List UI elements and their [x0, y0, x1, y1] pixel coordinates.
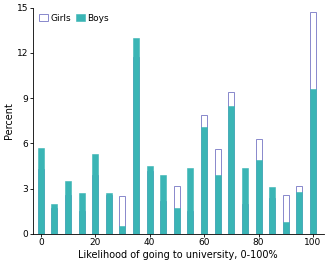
Bar [201, 127, 207, 234]
Bar [201, 115, 207, 234]
Bar [51, 204, 57, 234]
Bar [188, 168, 194, 234]
X-axis label: Likelihood of going to university, 0-100%: Likelihood of going to university, 0-100… [78, 250, 278, 260]
Bar [188, 211, 194, 234]
Bar [256, 139, 261, 234]
Bar [51, 208, 57, 234]
Y-axis label: Percent: Percent [4, 102, 14, 139]
Bar [119, 196, 125, 234]
Bar [38, 169, 44, 234]
Bar [38, 148, 44, 234]
Bar [296, 192, 302, 234]
Bar [242, 204, 248, 234]
Legend: Girls, Boys: Girls, Boys [37, 12, 111, 25]
Bar [215, 175, 221, 234]
Bar [174, 186, 180, 234]
Bar [242, 168, 248, 234]
Bar [269, 198, 275, 234]
Bar [65, 181, 71, 234]
Bar [79, 211, 85, 234]
Bar [92, 175, 98, 234]
Bar [256, 160, 261, 234]
Bar [215, 149, 221, 234]
Bar [133, 38, 139, 234]
Bar [119, 226, 125, 234]
Bar [160, 175, 166, 234]
Bar [133, 58, 139, 234]
Bar [228, 106, 234, 234]
Bar [79, 193, 85, 234]
Bar [310, 12, 316, 234]
Bar [92, 154, 98, 234]
Bar [106, 195, 112, 234]
Bar [147, 171, 153, 234]
Bar [174, 208, 180, 234]
Bar [147, 166, 153, 234]
Bar [283, 195, 289, 234]
Bar [106, 193, 112, 234]
Bar [65, 195, 71, 234]
Bar [269, 187, 275, 234]
Bar [283, 222, 289, 234]
Bar [310, 89, 316, 234]
Bar [160, 201, 166, 234]
Bar [228, 92, 234, 234]
Bar [296, 186, 302, 234]
